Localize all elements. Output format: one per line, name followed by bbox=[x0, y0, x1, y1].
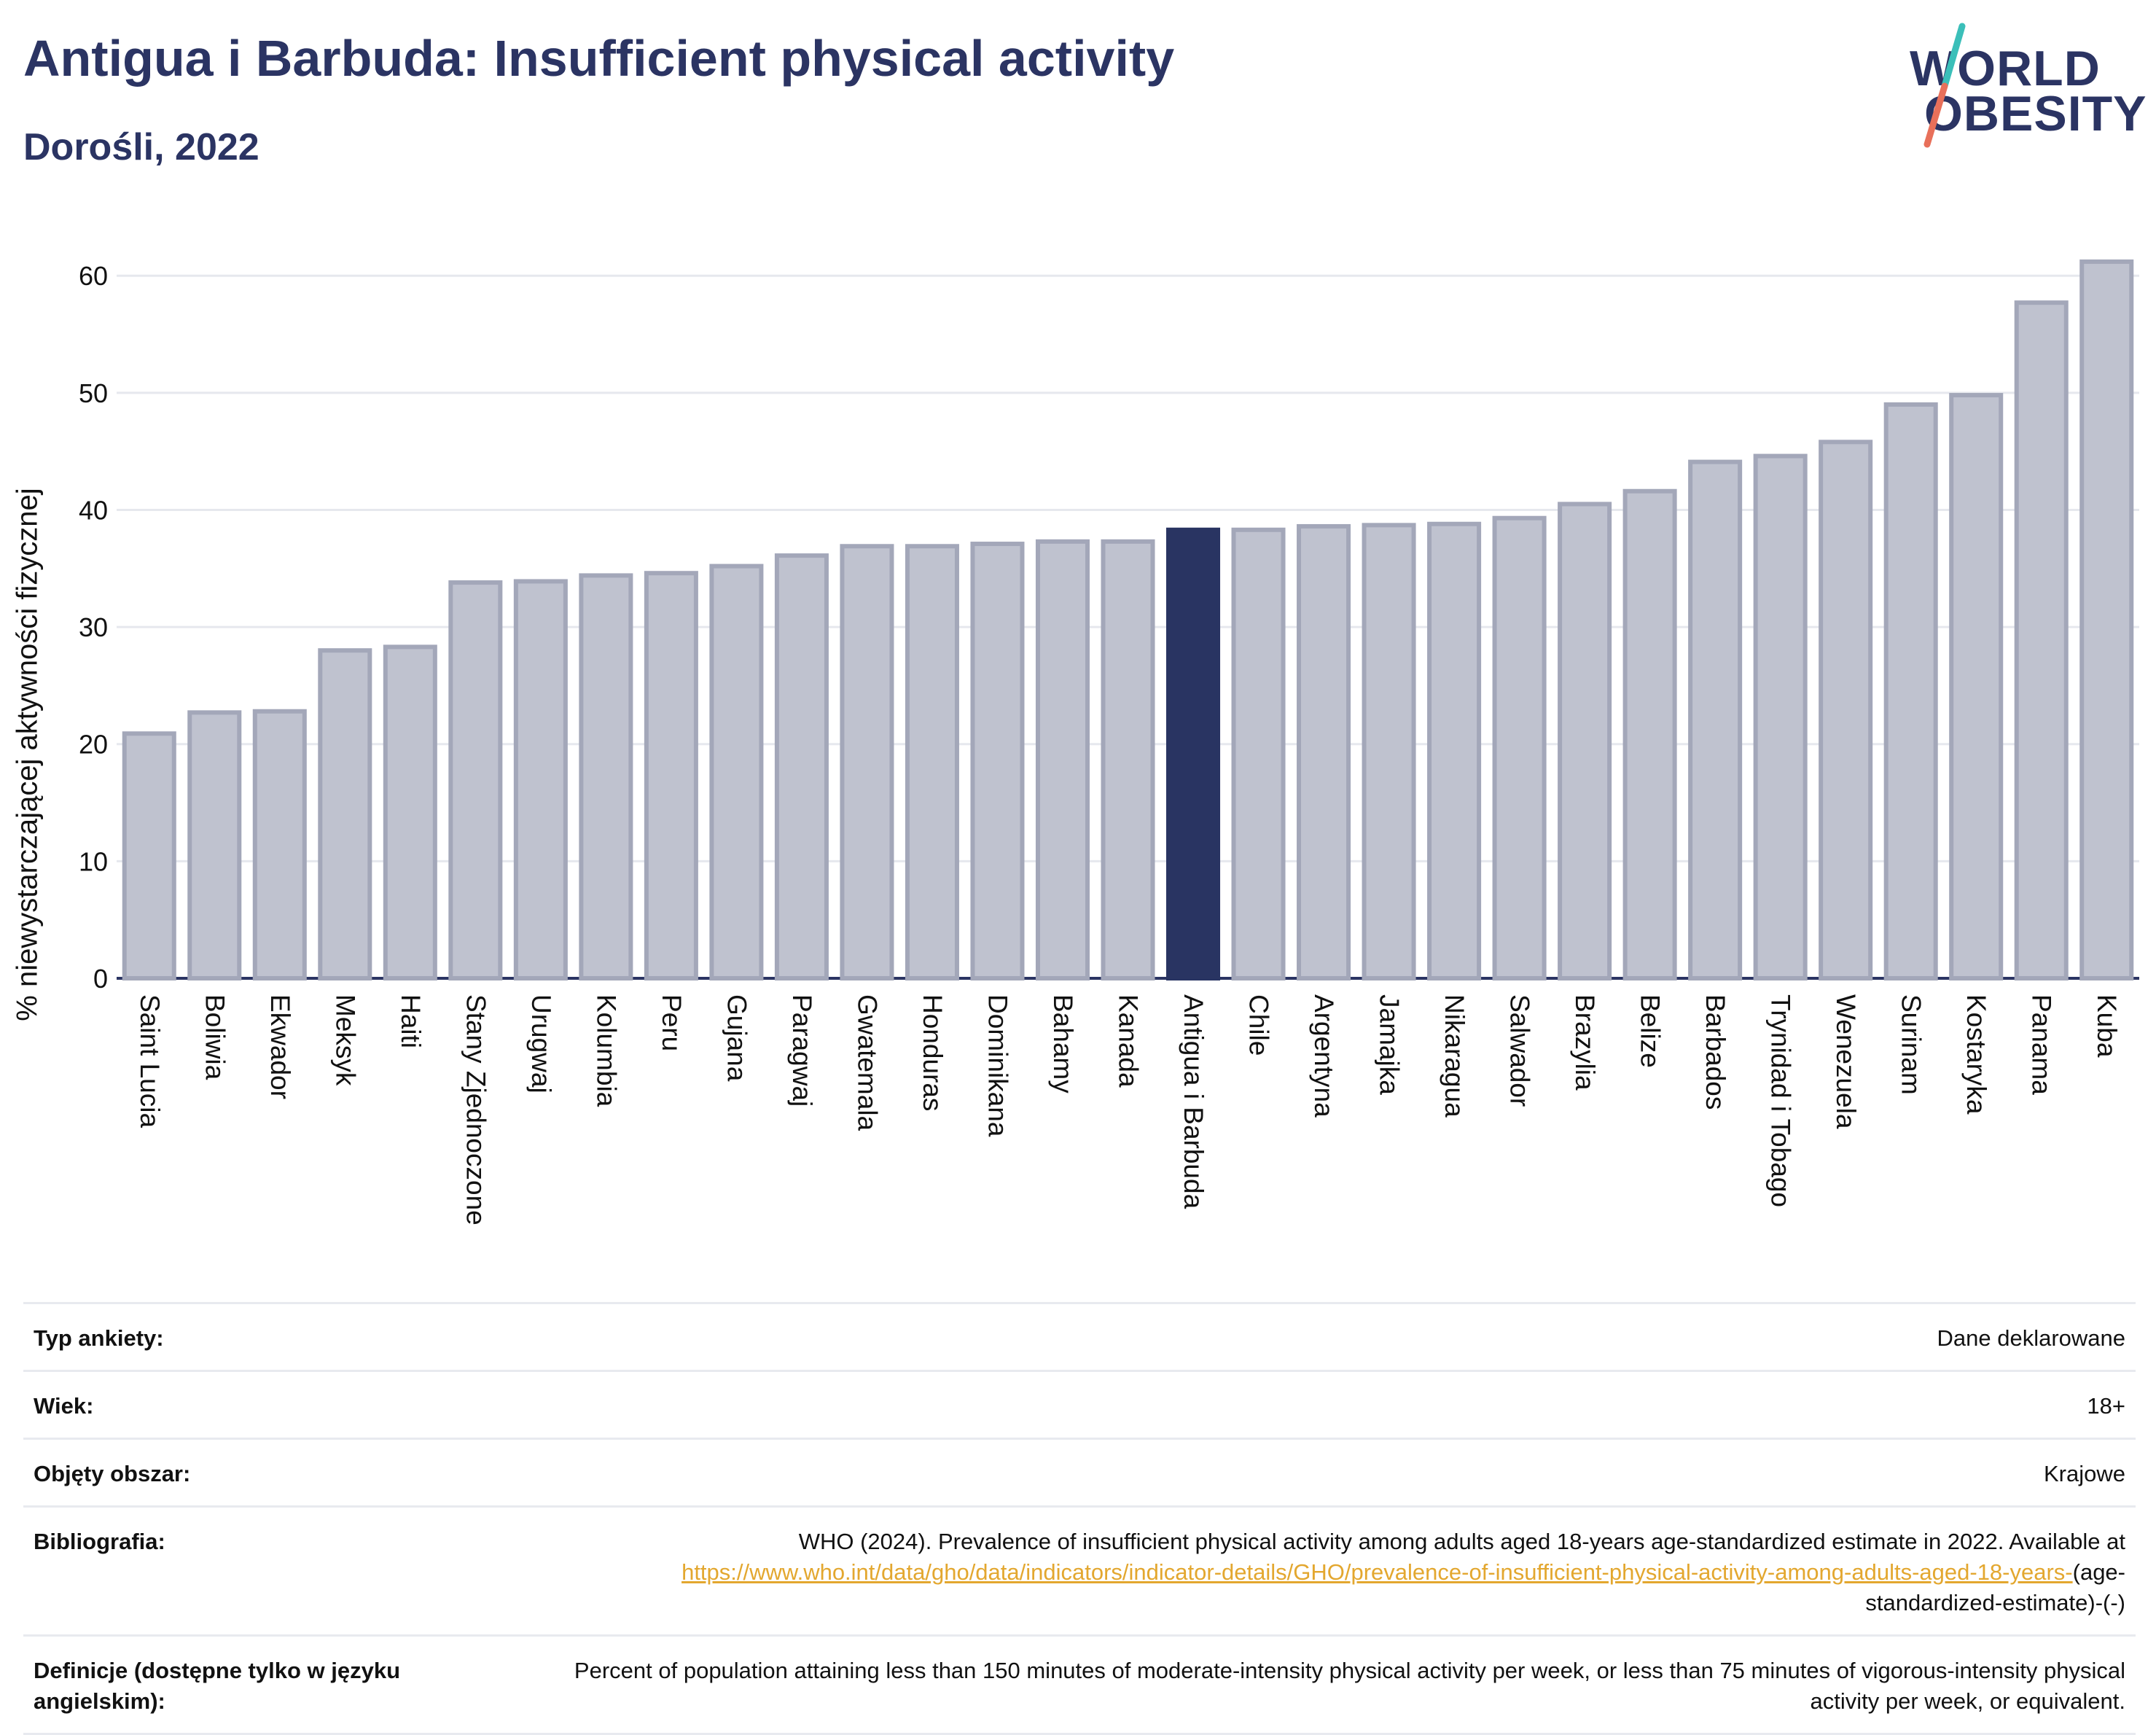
info-row-bibliography: Bibliografia: WHO (2024). Prevalence of … bbox=[23, 1505, 2136, 1634]
logo-slash-icon bbox=[1923, 23, 1966, 148]
x-tick-label: Argentyna bbox=[1309, 994, 1339, 1118]
bar[interactable] bbox=[187, 710, 242, 980]
bar[interactable] bbox=[1101, 539, 1155, 981]
bar[interactable] bbox=[2079, 259, 2134, 980]
info-row-area: Objęty obszar: Krajowe bbox=[23, 1438, 2136, 1505]
x-tick-label: Belize bbox=[1636, 994, 1665, 1068]
area-value: Krajowe bbox=[2044, 1461, 2125, 1486]
x-tick-label: Paragwaj bbox=[787, 994, 817, 1107]
x-tick-label: Stany Zjednoczone bbox=[461, 994, 491, 1225]
x-tick-label: Meksyk bbox=[330, 994, 360, 1086]
x-tick-label: Gujana bbox=[722, 994, 751, 1082]
chart-subtitle: Dorośli, 2022 bbox=[23, 126, 259, 168]
x-tick-label: Salwador bbox=[1505, 994, 1535, 1107]
x-tick-label: Haiti bbox=[396, 994, 426, 1048]
survey-type-value: Dane deklarowane bbox=[1937, 1325, 2125, 1351]
bar[interactable] bbox=[1492, 515, 1547, 980]
bar[interactable] bbox=[644, 571, 698, 980]
bar[interactable] bbox=[905, 544, 959, 980]
x-tick-label: Ekwador bbox=[265, 994, 295, 1099]
x-tick-label: Jamajka bbox=[1375, 994, 1405, 1095]
x-tick-label: Kolumbia bbox=[591, 994, 621, 1107]
bar[interactable] bbox=[1297, 523, 1351, 980]
info-row-definition: Definicje (dostępne tylko w języku angie… bbox=[23, 1634, 2136, 1735]
x-tick-label: Wenezuela bbox=[1831, 994, 1861, 1129]
y-tick-label: 40 bbox=[79, 495, 108, 525]
y-tick-labels: 0 10 20 30 40 50 60 bbox=[79, 261, 108, 994]
y-tick-label: 20 bbox=[79, 730, 108, 760]
x-tick-label: Panama bbox=[2027, 994, 2057, 1095]
bar[interactable] bbox=[252, 709, 307, 980]
info-row-age: Wiek: 18+ bbox=[23, 1370, 2136, 1438]
bar[interactable] bbox=[1819, 440, 1873, 980]
x-tick-label: Boliwia bbox=[200, 994, 230, 1080]
x-tick-label: Nikaragua bbox=[1440, 994, 1469, 1118]
bar[interactable] bbox=[122, 731, 176, 980]
definition-value: Percent of population attaining less tha… bbox=[574, 1658, 2125, 1714]
bar[interactable] bbox=[1231, 527, 1286, 980]
bar[interactable] bbox=[1688, 459, 1743, 981]
age-label: Wiek: bbox=[34, 1393, 94, 1419]
bar[interactable] bbox=[383, 644, 437, 981]
x-tick-label: Kostaryka bbox=[1961, 994, 1991, 1115]
bar-chart: 0 10 20 30 40 50 60 Saint Lucia Boliwia Ekwador M… bbox=[79, 259, 2139, 1225]
bibliography-suffix: (age-standardized-estimate)-(-) bbox=[1865, 1559, 2125, 1615]
bar[interactable] bbox=[318, 648, 372, 980]
x-tick-label: Brazylia bbox=[1570, 994, 1600, 1091]
bar[interactable] bbox=[970, 542, 1025, 980]
bar[interactable] bbox=[709, 564, 764, 980]
bar[interactable] bbox=[774, 553, 829, 980]
bar[interactable] bbox=[1753, 453, 1808, 981]
definition-label: Definicje (dostępne tylko w języku angie… bbox=[34, 1658, 401, 1714]
x-tick-label: Peru bbox=[657, 994, 687, 1051]
x-tick-label: Urugwaj bbox=[526, 994, 556, 1093]
bar[interactable] bbox=[1883, 402, 1938, 980]
bar[interactable] bbox=[840, 544, 894, 980]
bibliography-label: Bibliografia: bbox=[34, 1529, 165, 1554]
x-tick-label: Honduras bbox=[918, 994, 948, 1111]
x-tick-label: Trynidad i Tobago bbox=[1766, 994, 1796, 1207]
info-row-survey: Typ ankiety: Dane deklarowane bbox=[23, 1302, 2136, 1370]
bar[interactable] bbox=[1949, 393, 2004, 980]
y-tick-label: 0 bbox=[93, 964, 108, 994]
x-tick-label: Barbados bbox=[1700, 994, 1730, 1110]
y-tick-label: 30 bbox=[79, 612, 108, 642]
y-tick-label: 10 bbox=[79, 846, 108, 876]
y-tick-label: 60 bbox=[79, 261, 108, 291]
x-tick-label: Gwatemala bbox=[852, 994, 882, 1131]
bar[interactable] bbox=[1362, 523, 1416, 981]
x-tick-label: Chile bbox=[1244, 994, 1274, 1056]
x-tick-label: Kuba bbox=[2092, 994, 2122, 1058]
chart-title: Antigua i Barbuda: Insufficient physical… bbox=[23, 30, 1175, 87]
bar[interactable] bbox=[513, 579, 568, 980]
x-tick-label: Antigua i Barbuda bbox=[1179, 994, 1208, 1209]
bar[interactable] bbox=[1427, 521, 1482, 980]
bar-highlighted[interactable] bbox=[1166, 527, 1221, 980]
bar[interactable] bbox=[579, 573, 633, 980]
bars bbox=[122, 259, 2134, 981]
info-table: Typ ankiety: Dane deklarowane Wiek: 18+ … bbox=[23, 1302, 2136, 1735]
world-obesity-logo: WORLD OBESITY bbox=[1895, 22, 2147, 153]
age-value: 18+ bbox=[2087, 1393, 2125, 1419]
x-tick-label: Kanada bbox=[1114, 994, 1144, 1088]
logo-word-obesity: OBESITY bbox=[1924, 86, 2147, 141]
bar[interactable] bbox=[2014, 300, 2069, 980]
x-tick-label: Dominikana bbox=[983, 994, 1012, 1137]
bar[interactable] bbox=[1622, 488, 1677, 980]
bibliography-text: WHO (2024). Prevalence of insufficient p… bbox=[798, 1529, 2125, 1554]
survey-type-label: Typ ankiety: bbox=[34, 1325, 164, 1351]
x-tick-label: Bahamy bbox=[1048, 994, 1078, 1093]
bar[interactable] bbox=[1035, 539, 1090, 981]
bar[interactable] bbox=[448, 580, 503, 980]
bar[interactable] bbox=[1558, 502, 1612, 980]
bibliography-link[interactable]: https://www.who.int/data/gho/data/indica… bbox=[681, 1559, 2073, 1585]
bibliography-value: WHO (2024). Prevalence of insufficient p… bbox=[558, 1527, 2125, 1618]
y-tick-label: 50 bbox=[79, 378, 108, 408]
logo-word-world: WORLD bbox=[1910, 41, 2101, 96]
x-tick-labels: Saint Lucia Boliwia Ekwador Meksyk Haiti Stan… bbox=[135, 994, 2122, 1225]
x-tick-label: Saint Lucia bbox=[135, 994, 165, 1128]
area-label: Objęty obszar: bbox=[34, 1461, 191, 1486]
x-tick-label: Surinam bbox=[1897, 994, 1926, 1095]
